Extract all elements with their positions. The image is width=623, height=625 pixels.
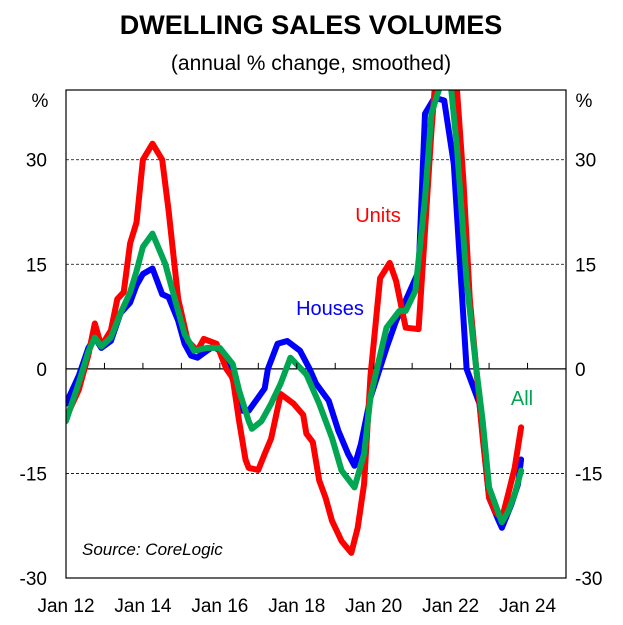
x-tick-label: Jan 18 (268, 596, 325, 617)
series-label-units: Units (355, 205, 401, 227)
y-tick-label-left: 15 (26, 255, 47, 276)
y-tick-label-right: -15 (575, 464, 602, 485)
y-tick-label-right: 0 (575, 360, 586, 381)
series-label-all: All (511, 388, 533, 410)
x-tick-label: Jan 22 (422, 596, 479, 617)
series-line-units (66, 90, 525, 556)
x-tick-label: Jan 16 (191, 596, 248, 617)
y-axis-unit-left: % (32, 91, 49, 112)
series-line-all (66, 90, 525, 526)
chart-title: DWELLING SALES VOLUMES (120, 10, 503, 40)
series-line-houses (66, 94, 525, 531)
x-tick-label: Jan 20 (345, 596, 402, 617)
chart-subtitle: (annual % change, smoothed) (171, 52, 451, 75)
source-note: Source: CoreLogic (82, 540, 223, 559)
plot-frame (65, 89, 567, 579)
x-tick-label: Jan 12 (37, 596, 94, 617)
y-tick-label-left: -15 (20, 464, 47, 485)
x-tick-label: Jan 24 (499, 596, 556, 617)
series-label-houses: Houses (296, 298, 364, 320)
x-tick-label: Jan 14 (114, 596, 171, 617)
y-axis-unit-right: % (576, 91, 593, 112)
y-tick-label-left: 30 (26, 151, 47, 172)
y-tick-label-right: 30 (575, 151, 596, 172)
y-tick-label-right: 15 (575, 255, 596, 276)
y-tick-label-left: 0 (36, 360, 47, 381)
y-tick-label-left: -30 (20, 569, 47, 590)
y-tick-label-right: -30 (575, 569, 602, 590)
